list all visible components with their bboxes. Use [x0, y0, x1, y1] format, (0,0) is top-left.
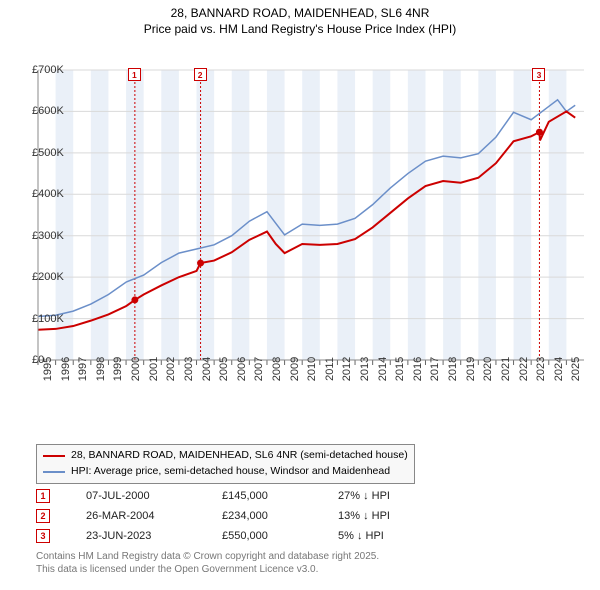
- x-axis-label: 2019: [465, 357, 477, 381]
- x-axis-label: 2021: [500, 357, 512, 381]
- y-axis-label: £500K: [32, 147, 64, 159]
- x-axis-label: 2016: [412, 357, 424, 381]
- x-axis-label: 2014: [377, 357, 389, 381]
- x-axis-label: 2025: [570, 357, 582, 381]
- y-axis-label: £300K: [32, 230, 64, 242]
- y-axis-label: £700K: [32, 64, 64, 76]
- title-line-2: Price paid vs. HM Land Registry's House …: [0, 22, 600, 38]
- chart-area: £0£100K£200K£300K£400K£500K£600K£700K199…: [32, 46, 590, 406]
- x-axis-label: 2004: [201, 357, 213, 381]
- marker-date: 07-JUL-2000: [86, 490, 186, 502]
- chart-container: 28, BANNARD ROAD, MAIDENHEAD, SL6 4NR Pr…: [0, 0, 600, 590]
- x-axis-label: 2005: [218, 357, 230, 381]
- x-axis-label: 2018: [447, 357, 459, 381]
- y-axis-label: £200K: [32, 271, 64, 283]
- marker-row: 1 07-JUL-2000 £145,000 27% ↓ HPI: [36, 486, 418, 506]
- footer-line-2: This data is licensed under the Open Gov…: [36, 563, 379, 576]
- legend-label-2: HPI: Average price, semi-detached house,…: [71, 464, 390, 480]
- x-axis-label: 1999: [112, 357, 124, 381]
- x-axis-label: 2007: [253, 357, 265, 381]
- marker-price: £145,000: [222, 490, 302, 502]
- x-axis-label: 2023: [535, 357, 547, 381]
- chart-marker-1: 1: [128, 68, 141, 81]
- x-axis-label: 2020: [482, 357, 494, 381]
- footer: Contains HM Land Registry data © Crown c…: [36, 550, 379, 576]
- marker-diff: 5% ↓ HPI: [338, 530, 418, 542]
- chart-marker-2: 2: [194, 68, 207, 81]
- x-axis-label: 2015: [394, 357, 406, 381]
- marker-row: 3 23-JUN-2023 £550,000 5% ↓ HPI: [36, 526, 418, 546]
- x-axis-label: 2017: [429, 357, 441, 381]
- y-axis-label: £600K: [32, 105, 64, 117]
- x-axis-label: 2024: [553, 357, 565, 381]
- legend-swatch-red: [43, 455, 65, 457]
- markers-table: 1 07-JUL-2000 £145,000 27% ↓ HPI 2 26-MAR-200…: [36, 486, 418, 546]
- x-axis-label: 2002: [165, 357, 177, 381]
- legend-label-1: 28, BANNARD ROAD, MAIDENHEAD, SL6 4NR (s…: [71, 448, 408, 464]
- x-axis-label: 2022: [518, 357, 530, 381]
- marker-diff: 27% ↓ HPI: [338, 490, 418, 502]
- x-axis-label: 1996: [60, 357, 72, 381]
- marker-price: £550,000: [222, 530, 302, 542]
- marker-box-2: 2: [36, 509, 50, 523]
- marker-box-3: 3: [36, 529, 50, 543]
- legend: 28, BANNARD ROAD, MAIDENHEAD, SL6 4NR (s…: [36, 444, 415, 484]
- x-axis-label: 1995: [42, 357, 54, 381]
- x-axis-label: 2000: [130, 357, 142, 381]
- chart-marker-3: 3: [532, 68, 545, 81]
- y-axis-label: £100K: [32, 313, 64, 325]
- marker-date: 23-JUN-2023: [86, 530, 186, 542]
- y-axis-label: £400K: [32, 188, 64, 200]
- marker-row: 2 26-MAR-2004 £234,000 13% ↓ HPI: [36, 506, 418, 526]
- legend-row-2: HPI: Average price, semi-detached house,…: [43, 464, 408, 480]
- x-axis-label: 2009: [289, 357, 301, 381]
- marker-date: 26-MAR-2004: [86, 510, 186, 522]
- marker-diff: 13% ↓ HPI: [338, 510, 418, 522]
- marker-price: £234,000: [222, 510, 302, 522]
- x-axis-label: 2011: [324, 357, 336, 381]
- legend-row-1: 28, BANNARD ROAD, MAIDENHEAD, SL6 4NR (s…: [43, 448, 408, 464]
- x-axis-label: 2001: [148, 357, 160, 381]
- x-axis-label: 1998: [95, 357, 107, 381]
- title-block: 28, BANNARD ROAD, MAIDENHEAD, SL6 4NR Pr…: [0, 0, 600, 37]
- footer-line-1: Contains HM Land Registry data © Crown c…: [36, 550, 379, 563]
- title-line-1: 28, BANNARD ROAD, MAIDENHEAD, SL6 4NR: [0, 6, 600, 22]
- x-axis-label: 2003: [183, 357, 195, 381]
- x-axis-label: 2006: [236, 357, 248, 381]
- legend-swatch-blue: [43, 471, 65, 473]
- x-axis-label: 2013: [359, 357, 371, 381]
- x-axis-label: 2008: [271, 357, 283, 381]
- x-axis-label: 2010: [306, 357, 318, 381]
- marker-box-1: 1: [36, 489, 50, 503]
- x-axis-label: 1997: [77, 357, 89, 381]
- chart-svg: [32, 46, 590, 406]
- x-axis-label: 2012: [341, 357, 353, 381]
